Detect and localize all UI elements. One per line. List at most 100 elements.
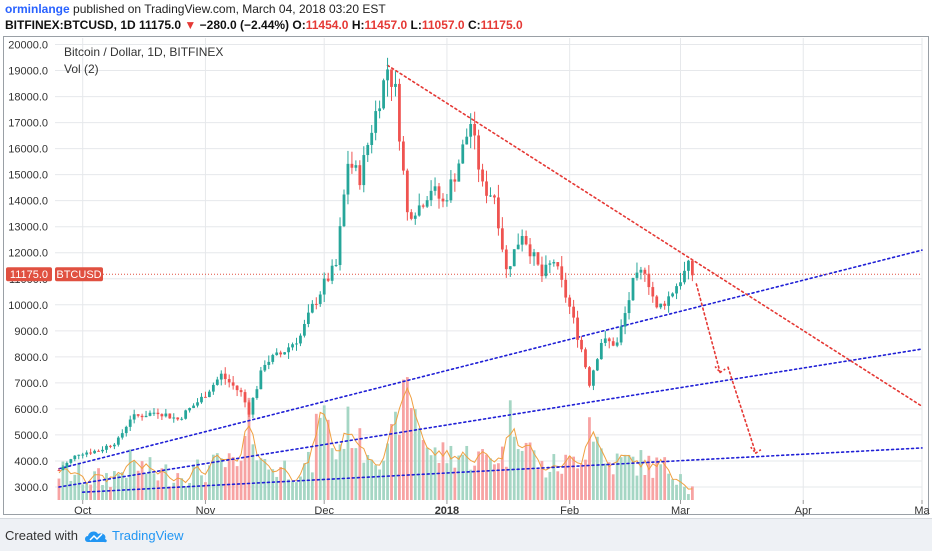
volume-bar [283,460,287,500]
volume-bar [326,419,330,500]
volume-bar [461,454,465,500]
candle-body [453,179,457,182]
candle-body [497,197,500,229]
candle-body [635,272,639,278]
y-tick-label: 10000.0 [8,300,48,312]
candle-body [485,181,488,196]
volume-bars [57,377,694,500]
y-tick-label: 16000.0 [8,144,48,156]
candles [57,57,694,472]
trendline [81,447,923,493]
volume-bar [588,417,591,500]
candle-body [279,352,283,355]
candle-body [421,205,425,207]
volume-bar [394,411,397,500]
volume-bar [223,467,227,500]
candle-body [140,415,144,418]
candle-body [184,410,188,419]
candle-body [500,228,504,250]
trendlines [55,64,923,493]
volume-bar [516,449,520,500]
volume-bar [192,464,195,500]
candle-body [65,462,69,467]
price-change: −280.0 (−2.44%) [199,18,290,32]
candle-body [303,323,306,336]
price-tag-symbol-box [55,267,103,282]
candle-body [441,198,445,202]
candle-body [204,396,207,398]
y-tick-label: 7000.0 [14,378,48,390]
volume-bar [85,482,89,500]
volume-bar [144,473,148,500]
y-tick-label: 18000.0 [8,92,48,104]
volume-bar [346,406,350,500]
candle-body [192,405,195,409]
tradingview-link[interactable]: TradingView [112,528,184,543]
projection-arrowhead [750,446,763,455]
volume-bar [89,484,93,500]
volume-bar [303,463,306,500]
candle-body [481,169,484,182]
publish-line: orminlange published on TradingView.com,… [5,2,386,16]
candle-body [354,165,358,168]
candle-body [568,297,572,307]
volume-bar [469,469,473,500]
volume-bar [627,454,631,500]
y-tick-label: 13000.0 [8,222,48,234]
high-value: 11457.0 [364,18,408,32]
candle-body [382,80,385,109]
candle-body [243,392,247,403]
candle-body [61,466,65,471]
candle-body [231,382,235,386]
candle-body [580,339,583,350]
candle-body [643,269,647,274]
candle-body [283,352,287,355]
volume-bar [441,442,445,500]
volume-bar [417,428,421,500]
volume-bar [663,457,667,500]
volume-bar [619,457,623,500]
candle-body [659,303,663,308]
candle-body [152,412,156,414]
candle-body [57,470,61,472]
candle-body [97,450,100,452]
volume-bar [204,482,207,500]
candle-body [223,373,227,380]
volume-bar [631,456,635,500]
candle-body [679,282,682,287]
volume-bar [219,458,223,500]
candle-body [572,306,576,318]
grid-lines [55,38,923,500]
candle-body [457,163,461,182]
volume-bar [172,482,176,500]
volume-bar [374,465,378,500]
volume-bar [299,476,302,500]
last-price: 11175.0 [139,18,182,32]
volume-bar [239,460,243,500]
volume-bar [61,461,65,500]
candle-body [219,373,223,380]
volume-bar [560,473,564,500]
volume-bar [267,469,271,500]
candle-body [623,313,627,327]
candle-body [461,144,465,164]
volume-bar [200,475,203,500]
candle-body [196,402,199,406]
candle-body [493,195,496,198]
volume-bar [401,379,405,500]
candle-body [109,445,112,447]
x-tick-label: Oct [74,505,91,517]
volume-legend: Vol (2) [64,62,99,76]
author-link[interactable]: orminlange [5,2,70,16]
candle-body [247,402,251,415]
candle-body [176,417,180,420]
candle-body [338,226,342,265]
candle-body [275,352,279,356]
chart-frame[interactable] [3,36,929,515]
candle-body [291,344,294,348]
candle-body [552,262,556,264]
candle-body [322,278,326,295]
candle-body [69,459,73,463]
volume-bar [251,444,255,500]
